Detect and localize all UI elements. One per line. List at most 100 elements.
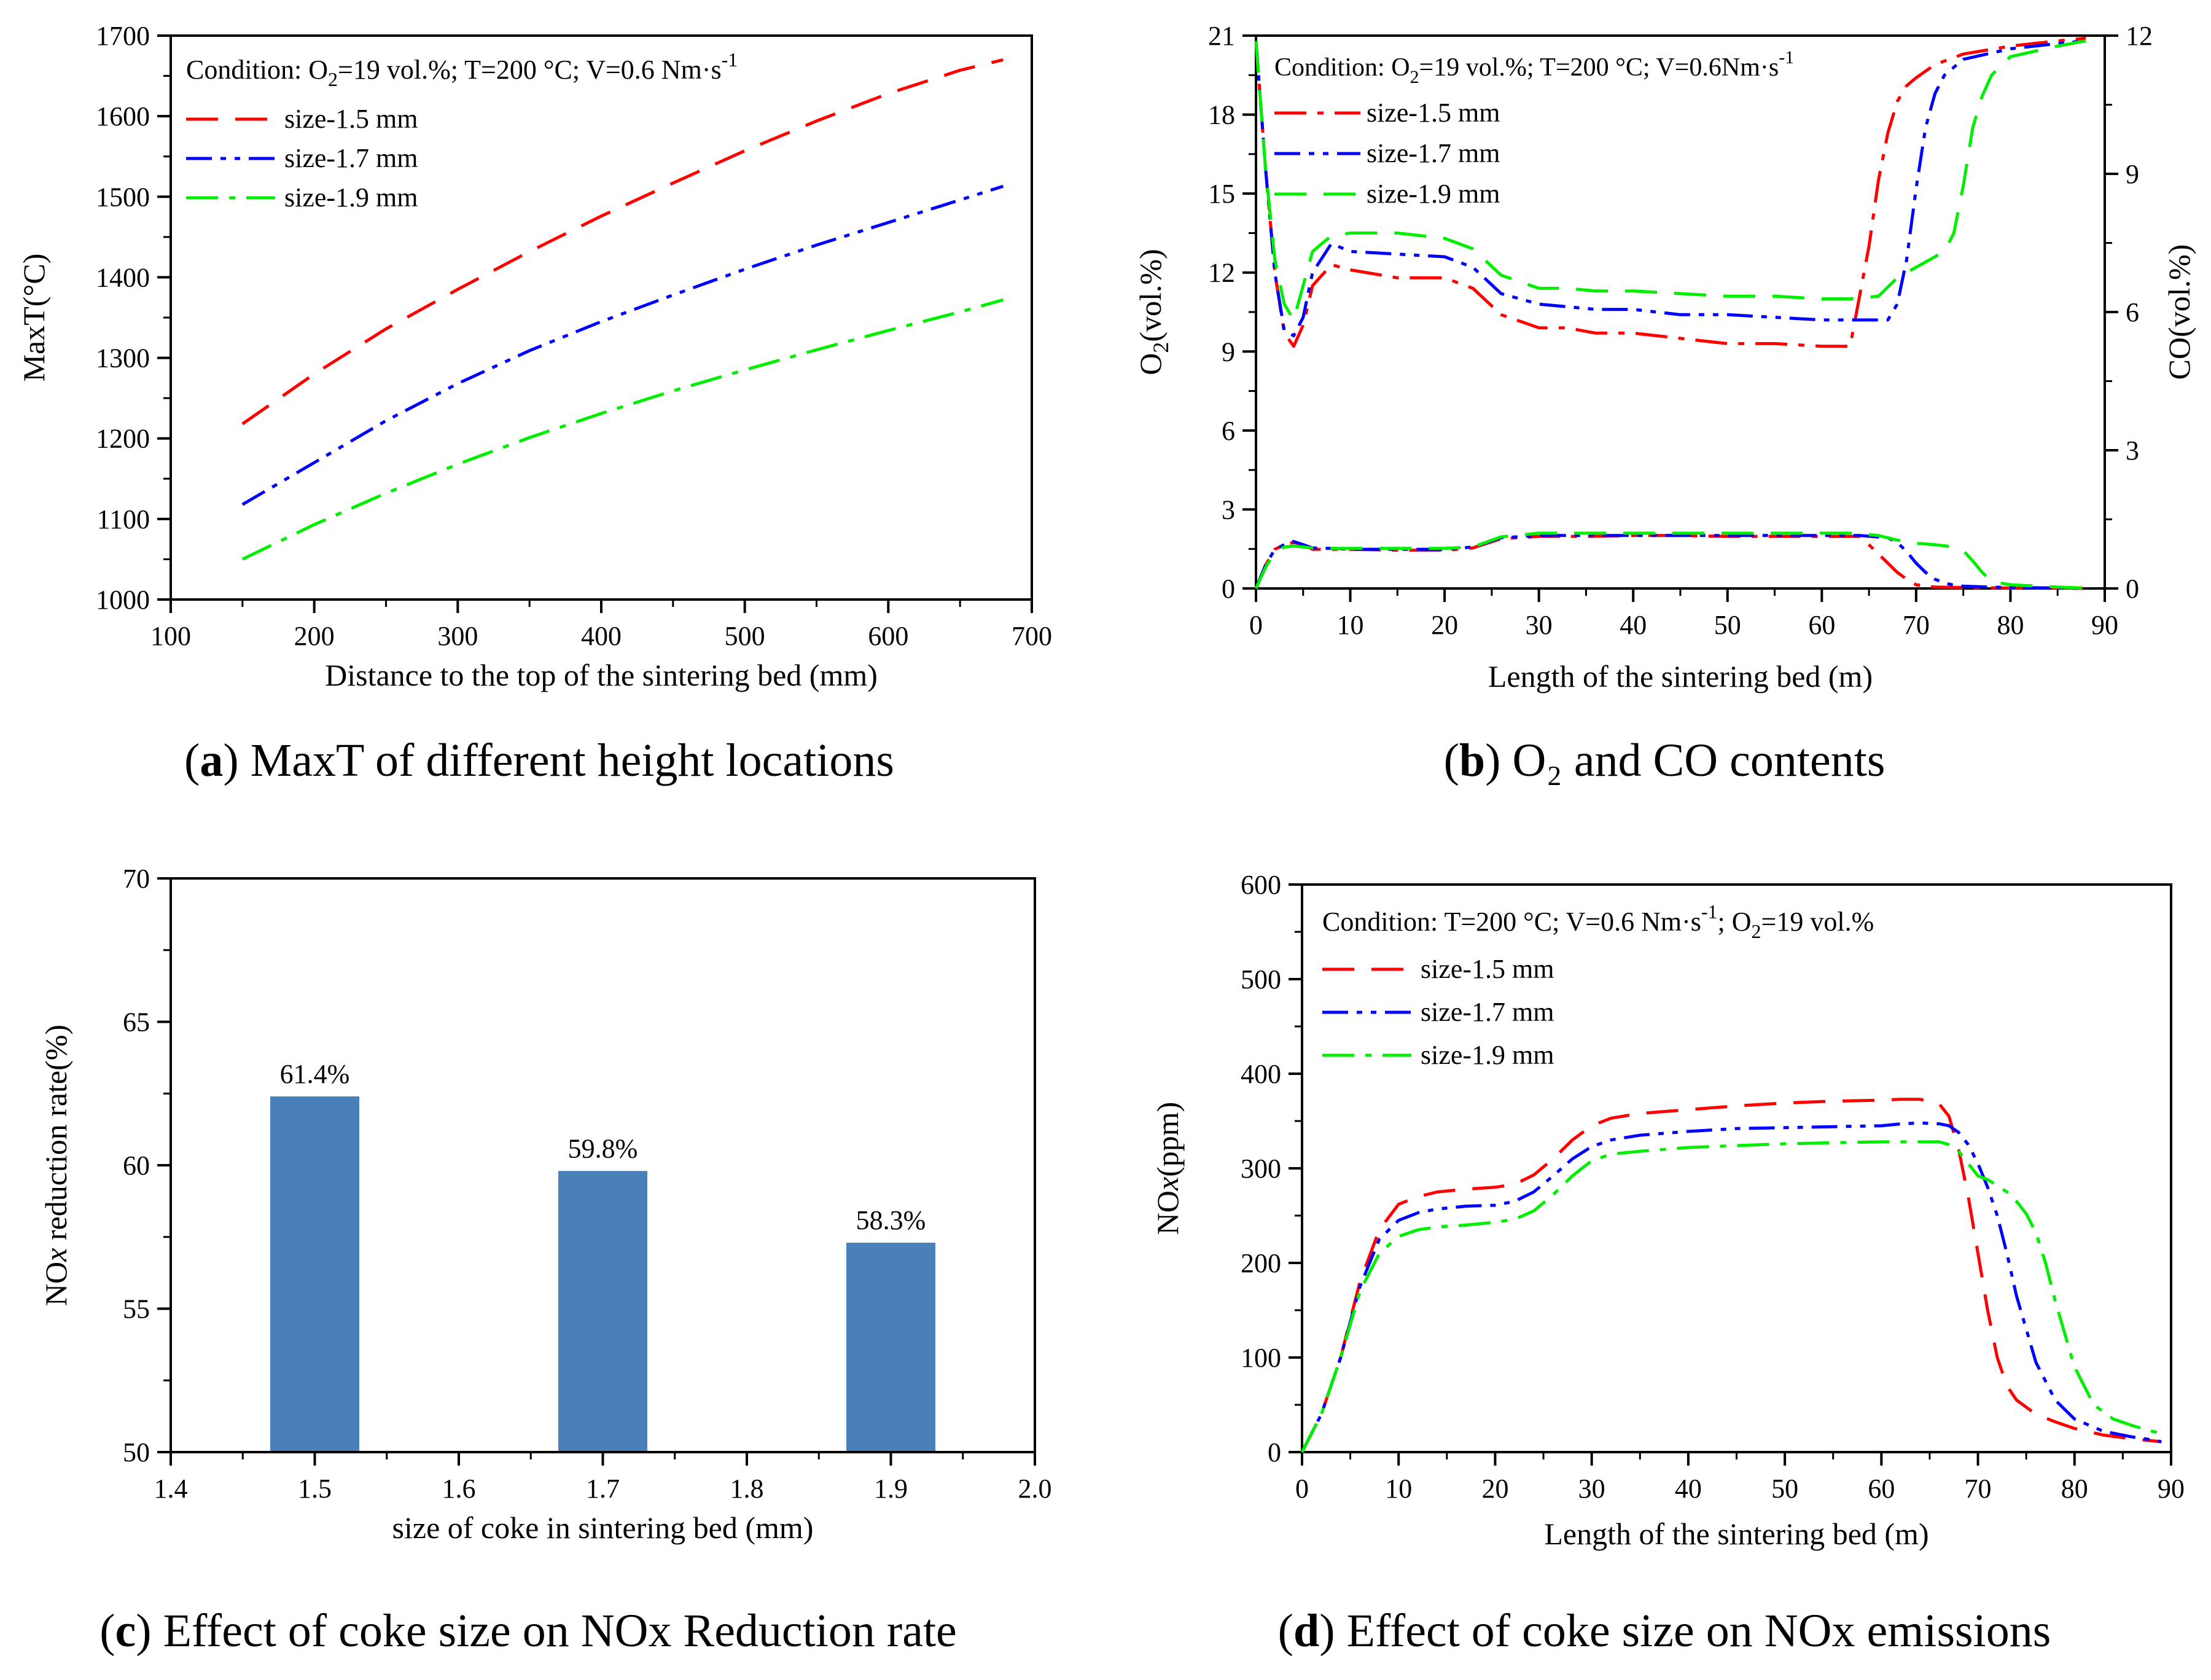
legend-label-a: size-1.9 mm: [284, 182, 418, 213]
chart-panel-a: 100 200 300 400 500 600 700 1000 1100 1200 1300 140…: [17, 21, 1052, 692]
y-tick-label-d: 0: [1268, 1437, 1281, 1467]
legend-label-a: size-1.7 mm: [284, 143, 418, 173]
y-right-tick-label-b: 0: [2126, 574, 2139, 604]
y-tick-label-a: 1300: [96, 343, 150, 373]
chart-panel-b: 0 10 20 30 40 50 60 70 80 90 0 3 6 9 12 15 18 21 0 3 6 9 12 Len…: [1133, 21, 2196, 693]
x-tick-label-d: 60: [1868, 1474, 1895, 1504]
y-axis-label-right-b: CO(vol.%): [2162, 244, 2196, 380]
x-tick-label-a: 600: [868, 621, 908, 651]
legend-label-d: size-1.9 mm: [1421, 1040, 1554, 1070]
x-tick-label-c: 1.8: [730, 1474, 764, 1504]
x-tick-label-c: 2.0: [1018, 1474, 1052, 1504]
x-tick-label-d: 30: [1578, 1474, 1605, 1504]
x-tick-label-b: 20: [1431, 610, 1458, 640]
y-tick-label-a: 1000: [96, 585, 150, 615]
x-tick-label-a: 400: [581, 621, 622, 651]
y-right-tick-label-b: 6: [2126, 297, 2139, 327]
x-tick-label-b: 90: [2091, 610, 2118, 640]
x-tick-label-c: 1.9: [874, 1474, 908, 1504]
x-axis-label-b: Length of the sintering bed (m): [1488, 659, 1873, 693]
condition-text-d: Condition: T=200 °C; V=0.6 Nm·s-1; O2=19…: [1322, 901, 1874, 942]
y-tick-label-d: 400: [1241, 1059, 1281, 1089]
x-tick-label-b: 60: [1808, 610, 1835, 640]
y-tick-label-b: 3: [1222, 494, 1235, 525]
x-tick-label-c: 1.5: [298, 1474, 332, 1504]
series-line-b: [1254, 531, 2086, 590]
x-tick-label-d: 40: [1675, 1474, 1702, 1504]
series-line-b: [1254, 36, 2086, 348]
y-tick-label-d: 100: [1241, 1343, 1281, 1373]
legend-label-b: size-1.7 mm: [1367, 138, 1500, 168]
x-tick-label-d: 90: [2158, 1474, 2185, 1504]
legend-label-b: size-1.9 mm: [1367, 179, 1500, 209]
caption-c: (c) Effect of coke size on NOx Reduction…: [99, 1605, 957, 1657]
y-tick-label-a: 1500: [96, 182, 150, 212]
y-tick-label-b: 9: [1222, 337, 1235, 367]
bar-value-label: 59.8%: [568, 1133, 638, 1163]
y-tick-label-a: 1200: [96, 424, 150, 454]
x-tick-label-b: 50: [1714, 610, 1741, 640]
series-line-a: [241, 298, 1004, 561]
legend-label-d: size-1.7 mm: [1421, 997, 1554, 1027]
series-line-b: [1254, 39, 2086, 338]
chart-panel-d: 0 10 20 30 40 50 60 70 80 90 0 100 200 300 400 500 600 Le…: [1150, 870, 2185, 1551]
series-line-b: [1254, 534, 2086, 590]
y-tick-label-b: 21: [1208, 21, 1235, 51]
x-axis-label-a: Distance to the top of the sintering bed…: [325, 658, 878, 692]
condition-text-a: Condition: O2=19 vol.%; T=200 °C; V=0.6 …: [186, 49, 738, 90]
y-right-tick-label-b: 12: [2126, 21, 2153, 51]
series-line-b: [1254, 39, 2086, 322]
series-line-a: [241, 184, 1004, 506]
y-tick-label-d: 500: [1241, 964, 1281, 994]
y-axis-label-left-b: O2(vol.%): [1133, 249, 1173, 375]
x-tick-label-d: 70: [1965, 1474, 1992, 1504]
caption-a: (a) MaxT of different height locations: [184, 735, 894, 786]
x-tick-label-c: 1.7: [586, 1474, 620, 1504]
y-tick-label-d: 200: [1241, 1248, 1281, 1278]
x-tick-label-d: 10: [1385, 1474, 1412, 1504]
bar-1.5: [270, 1096, 359, 1451]
x-tick-label-d: 80: [2061, 1474, 2088, 1504]
y-tick-label-b: 0: [1222, 574, 1235, 604]
y-tick-label-d: 600: [1241, 870, 1281, 900]
x-tick-label-b: 40: [1620, 610, 1647, 640]
x-tick-label-b: 70: [1903, 610, 1930, 640]
y-tick-label-c: 50: [123, 1437, 150, 1467]
x-tick-label-b: 30: [1526, 610, 1553, 640]
x-tick-label-a: 500: [725, 621, 765, 651]
series-line-d: [1300, 1140, 2162, 1453]
x-tick-label-b: 80: [1997, 610, 2024, 640]
y-axis-label-a: MaxT(°C): [17, 254, 51, 382]
x-tick-label-a: 700: [1012, 621, 1052, 651]
y-right-tick-label-b: 9: [2126, 159, 2139, 189]
y-tick-label-d: 300: [1241, 1154, 1281, 1184]
series-line-d: [1300, 1121, 2162, 1453]
series-line-b: [1254, 534, 2086, 590]
bar-value-label: 61.4%: [280, 1059, 350, 1089]
x-tick-label-d: 50: [1771, 1474, 1798, 1504]
caption-d: (d) Effect of coke size on NOx emissions: [1278, 1605, 2051, 1657]
y-tick-label-b: 18: [1208, 100, 1235, 130]
y-tick-label-a: 1700: [96, 21, 150, 51]
x-tick-label-d: 0: [1295, 1474, 1309, 1504]
x-tick-label-a: 300: [437, 621, 478, 651]
x-tick-label-b: 10: [1337, 610, 1364, 640]
legend-label-d: size-1.5 mm: [1421, 954, 1554, 984]
y-axis-label-c: NOx reduction rate(%): [39, 1025, 73, 1306]
y-tick-label-a: 1600: [96, 101, 150, 131]
condition-text-b: Condition: O2=19 vol.%; T=200 °C; V=0.6N…: [1274, 47, 1794, 87]
y-tick-label-b: 6: [1222, 416, 1235, 446]
series-line-d: [1300, 1098, 2162, 1453]
x-tick-label-a: 200: [294, 621, 335, 651]
x-axis-label-c: size of coke in sintering bed (mm): [392, 1510, 814, 1545]
series-line-a: [241, 58, 1004, 426]
y-tick-label-a: 1400: [96, 262, 150, 292]
chart-panel-c: 1.4 1.5 1.6 1.7 1.8 1.9 2.0 50 55 60 65 70 size of c…: [39, 864, 1052, 1545]
x-tick-label-d: 20: [1481, 1474, 1508, 1504]
y-tick-label-c: 55: [123, 1294, 150, 1324]
y-tick-label-b: 12: [1208, 258, 1235, 288]
x-tick-label-c: 1.4: [154, 1474, 188, 1504]
x-axis-label-d: Length of the sintering bed (m): [1544, 1517, 1928, 1551]
bar-1.7: [558, 1171, 647, 1451]
